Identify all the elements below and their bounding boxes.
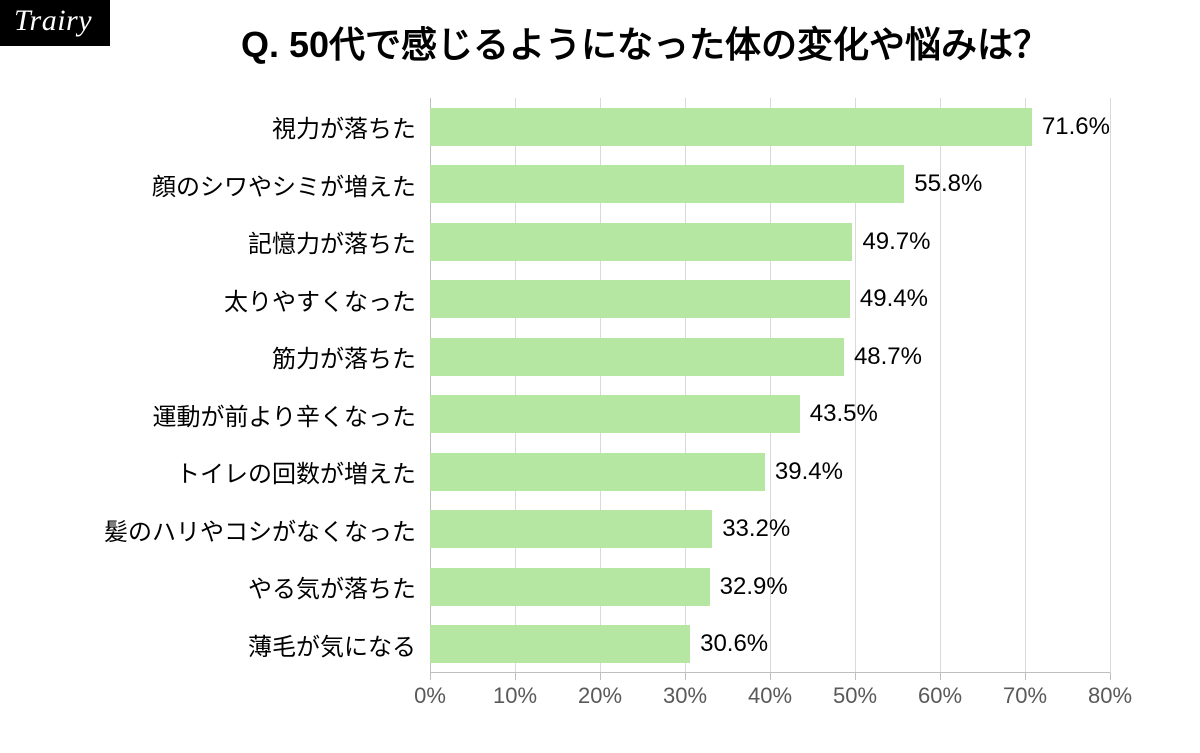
bar: [430, 165, 904, 203]
value-label: 71.6%: [1032, 113, 1110, 141]
value-label: 55.8%: [904, 170, 982, 198]
x-tick-label: 60%: [918, 683, 962, 709]
logo-badge: Trairy: [0, 0, 110, 46]
bar-row: 顔のシワやシミが増えた 55.8%: [60, 156, 1110, 214]
x-tick-mark: [940, 673, 941, 680]
category-label: 運動が前より辛くなった: [60, 397, 430, 432]
bar-track: 55.8%: [430, 156, 1110, 214]
x-tick-label: 70%: [1003, 683, 1047, 709]
x-tick-mark: [1110, 673, 1111, 680]
bar-row: トイレの回数が増えた 39.4%: [60, 443, 1110, 501]
bar: [430, 395, 800, 433]
grid-line: [1110, 98, 1111, 673]
bar: [430, 625, 690, 663]
bar-track: 39.4%: [430, 443, 1110, 501]
x-tick-label: 0%: [414, 683, 446, 709]
x-tick-mark: [430, 673, 431, 680]
bar-row: 視力が落ちた 71.6%: [60, 98, 1110, 156]
bar-track: 43.5%: [430, 386, 1110, 444]
bar: [430, 280, 850, 318]
value-label: 48.7%: [844, 343, 922, 371]
bar: [430, 453, 765, 491]
value-label: 39.4%: [765, 458, 843, 486]
bar: [430, 510, 712, 548]
value-label: 49.4%: [850, 285, 928, 313]
x-tick-mark: [855, 673, 856, 680]
category-label: 筋力が落ちた: [60, 339, 430, 374]
bar-track: 30.6%: [430, 616, 1110, 674]
bar-chart: 視力が落ちた 71.6% 顔のシワやシミが増えた 55.8% 記憶力が落ちた 49.7% 太…: [60, 98, 1140, 723]
category-label: やる気が落ちた: [60, 569, 430, 604]
bar-row: 薄毛が気になる 30.6%: [60, 616, 1110, 674]
bar-track: 32.9%: [430, 558, 1110, 616]
bar-row: 太りやすくなった 49.4%: [60, 271, 1110, 329]
bar-track: 49.4%: [430, 271, 1110, 329]
bar-track: 48.7%: [430, 328, 1110, 386]
x-axis: 0%10%20%30%40%50%60%70%80%: [430, 673, 1110, 723]
x-tick-label: 50%: [833, 683, 877, 709]
category-label: 髪のハリやコシがなくなった: [60, 512, 430, 547]
x-tick-mark: [600, 673, 601, 680]
bar-track: 49.7%: [430, 213, 1110, 271]
x-tick-label: 80%: [1088, 683, 1132, 709]
bar: [430, 568, 710, 606]
category-label: 太りやすくなった: [60, 282, 430, 317]
value-label: 32.9%: [710, 573, 788, 601]
x-tick-label: 20%: [578, 683, 622, 709]
x-tick-label: 40%: [748, 683, 792, 709]
bar-row: やる気が落ちた 32.9%: [60, 558, 1110, 616]
value-label: 49.7%: [852, 228, 930, 256]
x-tick-mark: [685, 673, 686, 680]
bar-row: 運動が前より辛くなった 43.5%: [60, 386, 1110, 444]
value-label: 33.2%: [712, 515, 790, 543]
category-label: 視力が落ちた: [60, 109, 430, 144]
bar: [430, 223, 852, 261]
bar: [430, 108, 1032, 146]
bar-row: 記憶力が落ちた 49.7%: [60, 213, 1110, 271]
x-tick-label: 10%: [493, 683, 537, 709]
x-tick-mark: [1025, 673, 1026, 680]
category-label: トイレの回数が増えた: [60, 454, 430, 489]
bar-rows: 視力が落ちた 71.6% 顔のシワやシミが増えた 55.8% 記憶力が落ちた 49.7% 太…: [60, 98, 1110, 673]
category-label: 薄毛が気になる: [60, 627, 430, 662]
x-tick-label: 30%: [663, 683, 707, 709]
bar-row: 髪のハリやコシがなくなった 33.2%: [60, 501, 1110, 559]
value-label: 43.5%: [800, 400, 878, 428]
category-label: 記憶力が落ちた: [60, 224, 430, 259]
value-label: 30.6%: [690, 630, 768, 658]
chart-title: Q. 50代で感じるようになった体の変化や悩みは？: [130, 16, 1160, 68]
x-tick-mark: [515, 673, 516, 680]
bar-track: 33.2%: [430, 501, 1110, 559]
bar-track: 71.6%: [430, 98, 1110, 156]
bar: [430, 338, 844, 376]
category-label: 顔のシワやシミが増えた: [60, 167, 430, 202]
bar-row: 筋力が落ちた 48.7%: [60, 328, 1110, 386]
x-tick-mark: [770, 673, 771, 680]
